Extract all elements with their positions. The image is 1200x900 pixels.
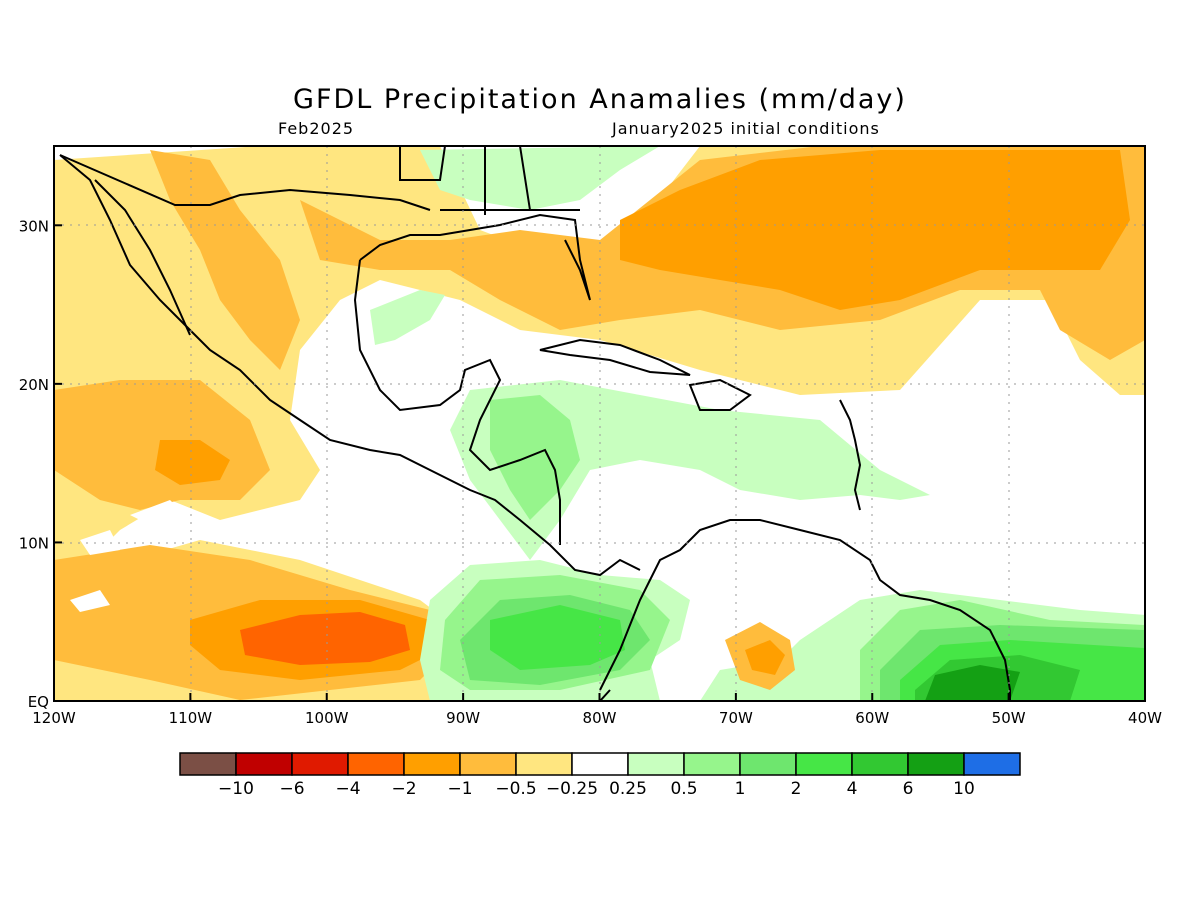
- anomaly-neg-2-pacific: [240, 612, 410, 665]
- colorbar-label: −0.5: [495, 779, 536, 799]
- map-title: GFDL Precipitation Anamalies (mm/day): [293, 84, 907, 115]
- y-tick-label: 30N: [19, 217, 49, 235]
- colorbar-label: −6: [279, 779, 304, 799]
- x-tick-label: 120W: [32, 709, 76, 727]
- x-tick-label: 90W: [446, 709, 480, 727]
- x-tick-label: 70W: [719, 709, 753, 727]
- x-axis: 120W 110W 100W 90W 80W 70W 60W 50W 40W: [32, 693, 1162, 727]
- x-tick-label: 80W: [583, 709, 617, 727]
- x-tick-label: 60W: [855, 709, 889, 727]
- anomaly-neutral-pacific-gap: [70, 500, 190, 612]
- coastline-hispaniola: [688, 378, 752, 411]
- colorbar-swatch: [403, 752, 461, 776]
- anomaly-neg-1-pacific: [155, 440, 230, 485]
- x-tick-label: 110W: [169, 709, 213, 727]
- y-tick-label: EQ: [28, 693, 49, 711]
- coastline-north-america: [59, 154, 641, 577]
- colorbar-label: 2: [791, 779, 802, 799]
- coastlines: [59, 146, 1011, 701]
- colorbar-swatch: [963, 752, 1021, 776]
- colorbar-label: 1: [735, 779, 746, 799]
- colorbar-label: 0.25: [609, 779, 647, 799]
- colorbar-swatch: [179, 752, 237, 776]
- colorbar-label: 10: [953, 779, 975, 799]
- colorbar-swatch: [291, 752, 349, 776]
- colorbar-swatch: [683, 752, 741, 776]
- anomaly-pos-025-gulf: [370, 290, 445, 345]
- forecast-month: Feb2025: [278, 119, 355, 138]
- colorbar: −10 −6 −4 −2 −1 −0.5 −0.25 0.25 0.5 1 2 4 6 10: [179, 752, 1021, 799]
- colorbar-swatch: [515, 752, 573, 776]
- colorbar-swatch: [851, 752, 909, 776]
- anomaly-neg-05-venezuela: [745, 640, 785, 675]
- colorbar-swatch: [627, 752, 685, 776]
- coastline-south-america: [599, 519, 1011, 701]
- colorbar-label: −2: [391, 779, 416, 799]
- x-tick-label: 100W: [305, 709, 349, 727]
- coastline-us-border: [59, 146, 580, 215]
- colorbar-swatch: [459, 752, 517, 776]
- coastline-mexico-gulf: [353, 213, 591, 545]
- colorbar-label: −4: [335, 779, 360, 799]
- colorbar-swatch: [907, 752, 965, 776]
- colorbar-label: −1: [447, 779, 472, 799]
- y-tick-label: 10N: [19, 534, 49, 552]
- colorbar-label: −10: [218, 779, 254, 799]
- coastline-cuba: [539, 338, 691, 376]
- colorbar-swatch: [795, 752, 853, 776]
- anomaly-neg-1-atlantic: [620, 150, 1130, 310]
- y-tick-label: 20N: [19, 376, 49, 394]
- x-tick-label: 50W: [992, 709, 1026, 727]
- colorbar-label: 4: [847, 779, 858, 799]
- anomaly-pos-6-guiana: [925, 665, 1020, 701]
- initial-conditions: January2025 initial conditions: [612, 119, 880, 138]
- colorbar-label: 0.5: [670, 779, 697, 799]
- gridlines: [54, 146, 1145, 701]
- colorbar-swatch: [571, 752, 629, 776]
- anomaly-pos-2-east-pacific: [490, 605, 625, 670]
- y-axis: EQ 10N 20N 30N: [19, 217, 62, 711]
- x-tick-label: 40W: [1128, 709, 1162, 727]
- coastline-baja: [94, 179, 191, 336]
- anomaly-field: [54, 146, 1145, 701]
- coastline-lesser-antilles: [839, 399, 862, 511]
- colorbar-swatch: [739, 752, 797, 776]
- colorbar-label: −0.25: [546, 779, 598, 799]
- colorbar-label: 6: [903, 779, 914, 799]
- colorbar-swatch: [347, 752, 405, 776]
- colorbar-swatch: [235, 752, 293, 776]
